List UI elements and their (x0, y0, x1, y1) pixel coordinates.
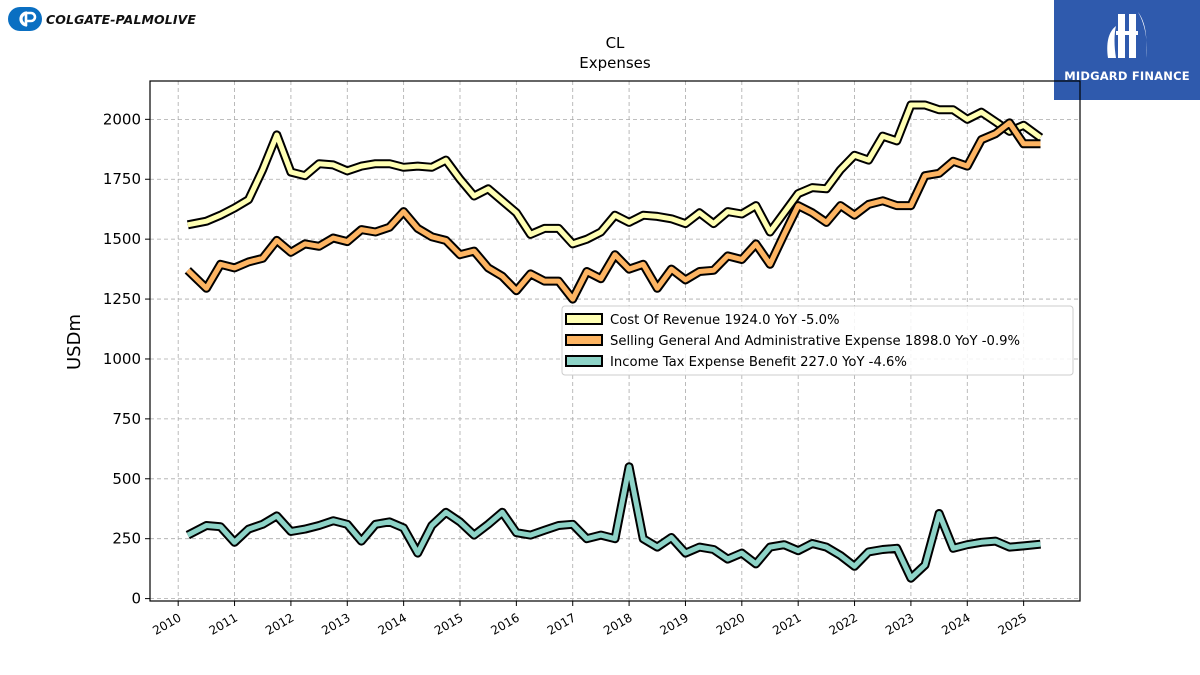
x-tick-label: 2010 (150, 610, 183, 637)
y-tick-label: 1500 (103, 230, 141, 248)
chart-subtitle: Expenses (579, 54, 651, 72)
partner-logo-text: MIDGARD FINANCE (1064, 69, 1190, 83)
x-tick-label: 2019 (658, 610, 691, 637)
legend-swatch (565, 334, 603, 346)
legend-label: Cost Of Revenue 1924.0 YoY -5.0% (610, 313, 840, 328)
series-line-2 (185, 462, 1041, 583)
legend-swatch (565, 313, 603, 325)
partner-logo: MIDGARD FINANCE (1054, 0, 1200, 100)
series-line-0 (186, 100, 1044, 249)
x-tick-label: 2018 (601, 610, 634, 637)
legend-label: Selling General And Administrative Expen… (610, 334, 1020, 349)
series-stroke (187, 102, 1042, 247)
series-line-1 (184, 118, 1041, 304)
x-tick-label: 2014 (376, 610, 409, 637)
series-outline (185, 462, 1041, 583)
plot-frame (149, 80, 1081, 602)
x-tick-label: 2012 (263, 610, 296, 637)
x-tick-label: 2020 (714, 610, 747, 637)
y-tick-label: 750 (112, 410, 141, 428)
colgate-palmolive-logo-icon (8, 7, 42, 31)
legend-item[interactable]: Cost Of Revenue 1924.0 YoY -5.0% (565, 313, 840, 328)
legend-swatch (565, 355, 603, 367)
y-tick-label: 1000 (103, 350, 141, 368)
x-tick-label: 2011 (207, 610, 240, 637)
series-stroke (186, 464, 1041, 581)
company-logo: COLGATE-PALMOLIVE (6, 5, 196, 33)
y-axis-label: USDm (64, 314, 85, 370)
y-tick-label: 1250 (103, 290, 141, 308)
x-tick-label: 2024 (939, 610, 972, 637)
midgard-finance-logo-icon (1107, 12, 1147, 58)
legend-item[interactable]: Income Tax Expense Benefit 227.0 YoY -4.… (565, 355, 907, 370)
legend[interactable]: Cost Of Revenue 1924.0 YoY -5.0% Selling … (561, 305, 1074, 376)
y-tick-label: 1750 (103, 170, 141, 188)
x-tick-label: 2013 (319, 610, 352, 637)
series-lines (184, 100, 1044, 583)
legend-label: Income Tax Expense Benefit 227.0 YoY -4.… (610, 355, 907, 370)
chart-title: CL (606, 34, 625, 52)
x-tick-label: 2021 (770, 610, 803, 637)
x-tick-label: 2022 (827, 610, 860, 637)
legend-item[interactable]: Selling General And Administrative Expen… (565, 334, 1020, 349)
x-tick-label: 2016 (488, 610, 521, 637)
y-tick-label: 500 (112, 470, 141, 488)
x-tick-label: 2025 (996, 610, 1029, 637)
x-tick-label: 2017 (545, 610, 578, 637)
series-outline (186, 100, 1044, 249)
legend-box (561, 305, 1074, 376)
x-tick-label: 2015 (432, 610, 465, 637)
y-tick-label: 250 (112, 530, 141, 548)
series-stroke (186, 120, 1041, 302)
company-logo-text: COLGATE-PALMOLIVE (46, 11, 197, 27)
y-tick-label: 2000 (103, 110, 141, 128)
x-tick-label: 2023 (883, 610, 916, 637)
y-tick-label: 0 (131, 590, 141, 608)
